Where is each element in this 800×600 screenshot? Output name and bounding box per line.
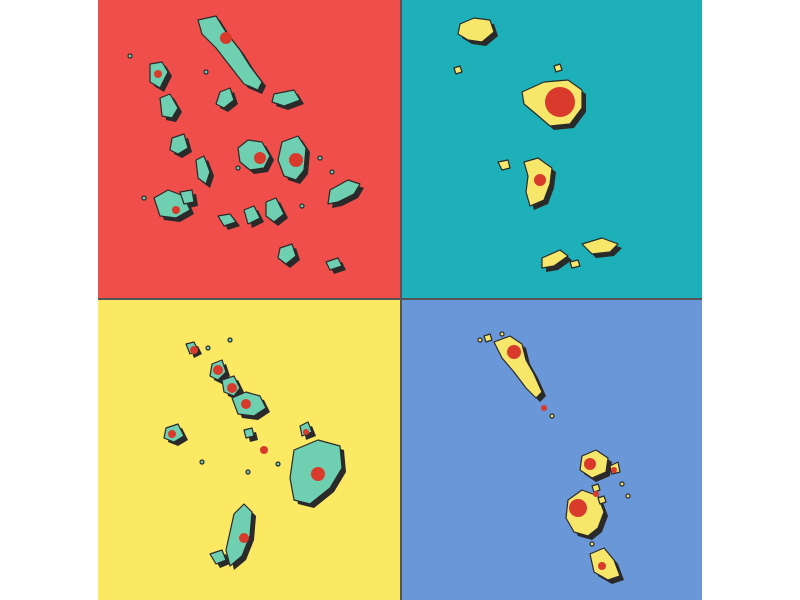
island-islet <box>199 459 205 465</box>
location-marker <box>569 499 587 517</box>
location-marker <box>584 458 596 470</box>
island-group <box>127 15 361 271</box>
map-panel-top-left <box>98 0 400 298</box>
location-markers <box>507 345 617 570</box>
island <box>159 93 179 119</box>
island <box>553 63 563 73</box>
sea-background <box>98 300 400 600</box>
island <box>209 549 227 565</box>
island <box>265 197 285 223</box>
island <box>277 243 297 265</box>
island <box>225 503 253 567</box>
location-marker <box>260 446 268 454</box>
island <box>591 483 601 493</box>
island-islet <box>205 345 211 351</box>
island-map-bottom-right <box>402 300 702 600</box>
location-marker <box>598 562 606 570</box>
location-marker <box>241 399 251 409</box>
island <box>197 15 263 91</box>
island <box>243 205 261 225</box>
location-marker <box>507 345 521 359</box>
island-islet <box>477 337 483 343</box>
island <box>497 159 511 171</box>
island <box>195 155 211 185</box>
island-islet <box>245 469 251 475</box>
island <box>581 237 619 255</box>
island <box>453 65 463 75</box>
location-marker <box>289 153 303 167</box>
sea-background <box>402 300 702 600</box>
island-map-top-left <box>98 0 400 298</box>
island-islet <box>127 53 133 59</box>
island-islet <box>329 169 335 175</box>
location-markers <box>168 346 325 543</box>
map-panel-bottom-left <box>98 300 400 600</box>
island-map-bottom-left <box>98 300 400 600</box>
island-islet <box>235 165 241 171</box>
island-islet <box>141 195 147 201</box>
island <box>215 87 235 109</box>
island <box>483 333 493 343</box>
location-markers <box>534 87 575 186</box>
location-marker <box>227 383 237 393</box>
island-islet <box>317 155 323 161</box>
location-marker <box>220 32 232 44</box>
island <box>217 213 237 227</box>
map-grid <box>98 0 702 600</box>
island <box>153 189 191 219</box>
location-marker <box>239 533 249 543</box>
location-marker <box>172 206 180 214</box>
location-marker <box>190 346 198 354</box>
island-islet <box>227 337 233 343</box>
location-marker <box>545 87 575 117</box>
location-marker <box>593 491 599 497</box>
island-islet <box>275 461 281 467</box>
island-map-top-right <box>402 0 702 298</box>
map-panel-bottom-right <box>402 300 702 600</box>
island-islet <box>625 493 631 499</box>
island <box>271 89 301 107</box>
island <box>541 249 569 269</box>
island <box>597 495 607 505</box>
island-islet <box>299 203 305 209</box>
location-marker <box>254 152 266 164</box>
location-marker <box>154 70 162 78</box>
island-islet <box>203 69 209 75</box>
sea-background <box>402 0 702 298</box>
location-marker <box>213 365 223 375</box>
island <box>169 133 189 155</box>
island <box>243 427 255 439</box>
island <box>493 335 543 399</box>
island-islet <box>499 331 505 337</box>
location-markers <box>154 32 303 214</box>
island <box>325 257 343 271</box>
island <box>569 259 581 269</box>
island <box>327 179 361 205</box>
location-marker <box>541 405 547 411</box>
island-islet <box>619 481 625 487</box>
location-marker <box>534 174 546 186</box>
island <box>457 17 495 43</box>
location-marker <box>611 467 617 473</box>
location-marker <box>311 467 325 481</box>
location-marker <box>303 429 309 435</box>
map-panel-top-right <box>402 0 702 298</box>
island-islet <box>589 541 595 547</box>
island-islet <box>549 413 555 419</box>
island <box>179 189 195 205</box>
location-marker <box>168 430 176 438</box>
